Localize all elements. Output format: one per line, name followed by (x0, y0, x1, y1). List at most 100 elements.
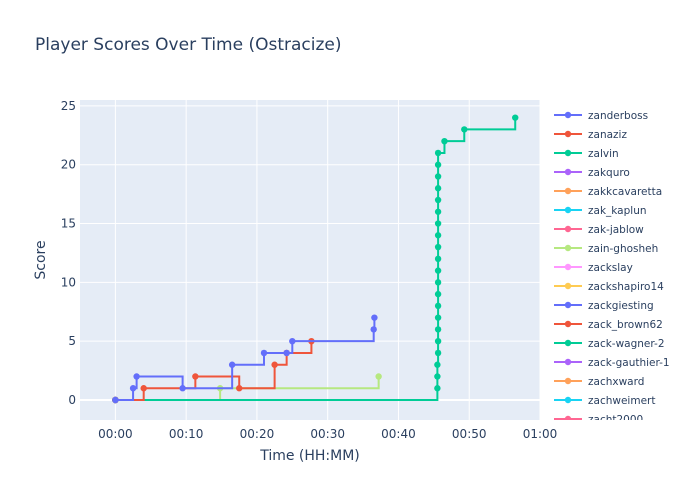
data-point (434, 337, 442, 345)
legend-label: zak-jablow (588, 224, 644, 236)
legend-marker (564, 168, 572, 176)
legend-label: zackgiesting (588, 300, 654, 312)
legend-label: zakquro (588, 167, 630, 179)
data-point (434, 196, 442, 204)
data-point (434, 185, 442, 192)
data-point (434, 373, 441, 380)
data-point (434, 326, 442, 333)
data-point (434, 267, 442, 274)
y-tick-label: 5 (68, 334, 76, 348)
legend-marker (564, 282, 572, 290)
data-point (434, 279, 442, 286)
data-point (434, 243, 442, 251)
legend-item[interactable]: zakquro (554, 167, 630, 179)
data-point (441, 137, 448, 145)
legend-marker (564, 187, 572, 195)
legend-item[interactable]: zacht2000 (554, 414, 643, 426)
y-tick-label: 20 (61, 158, 76, 172)
data-point (260, 349, 268, 357)
data-point (434, 161, 442, 168)
legend-marker (564, 339, 572, 347)
legend-label: zanderboss (588, 110, 648, 122)
data-point (434, 220, 442, 227)
legend-marker (564, 396, 572, 404)
data-point (179, 385, 186, 392)
legend-label: zalvin (588, 148, 619, 160)
legend-item[interactable]: zack_brown62 (554, 319, 663, 331)
legend-items: zanderboss zanaziz zalvin zakquro zakkcavare… (554, 110, 670, 426)
x-tick-label: 01:00 (523, 427, 558, 441)
legend-item[interactable]: zackgiesting (554, 300, 654, 312)
legend-item[interactable]: zack-wagner-2 (554, 338, 665, 350)
y-tick-label: 15 (61, 217, 76, 231)
legend-item[interactable]: zackshapiro14 (554, 281, 664, 293)
data-point (370, 326, 377, 333)
legend-label: zacht2000 (588, 414, 643, 426)
legend-marker (564, 206, 572, 214)
legend-marker (564, 130, 572, 138)
legend-label: zack-wagner-2 (588, 338, 665, 350)
x-tick-label: 00:10 (169, 427, 204, 441)
series-zanderboss (112, 314, 378, 404)
legend-label: zackshapiro14 (588, 281, 664, 293)
y-axis-label: Score (33, 240, 49, 279)
data-point (434, 361, 441, 368)
data-point (140, 385, 147, 392)
legend-label: zanaziz (588, 129, 627, 141)
x-tick-label: 00:50 (452, 427, 487, 441)
data-point (112, 396, 119, 404)
legend-item[interactable]: zak_kaplun (554, 205, 647, 217)
data-point (271, 361, 278, 368)
series-layer (112, 114, 519, 404)
legend-item[interactable]: zanaziz (554, 129, 627, 141)
data-point (434, 349, 442, 357)
x-tick-label: 00:40 (381, 427, 416, 441)
data-point (236, 385, 243, 392)
legend-label: zackslay (588, 262, 633, 274)
legend-item[interactable]: zachweimert (554, 395, 655, 407)
x-axis-ticks: 00:00 00:10 00:20 00:30 00:40 00:50 01:00 (98, 427, 557, 441)
data-point (434, 385, 441, 392)
legend-item[interactable]: zackslay (554, 262, 633, 274)
data-point (512, 114, 519, 121)
legend-item[interactable]: zack-gauthier-1 (554, 357, 670, 369)
data-point (434, 232, 442, 239)
legend-marker (564, 225, 572, 233)
legend-label: zain-ghosheh (588, 243, 658, 255)
legend-marker (564, 415, 572, 420)
y-tick-label: 25 (61, 99, 76, 113)
legend-item[interactable]: zakkcavaretta (554, 186, 662, 198)
data-point (371, 314, 378, 321)
legend-item[interactable]: zak-jablow (554, 224, 644, 236)
legend-label: zachweimert (588, 395, 655, 407)
legend-item[interactable]: zanderboss (554, 110, 648, 122)
legend-marker (564, 320, 572, 328)
legend-marker (564, 263, 572, 271)
data-point (434, 290, 442, 298)
legend-marker (564, 377, 572, 385)
y-tick-label: 0 (68, 393, 76, 407)
data-point (283, 349, 290, 357)
legend-marker (564, 149, 572, 157)
legend-label: zack-gauthier-1 (588, 357, 670, 369)
chart-title: Player Scores Over Time (Ostracize) (35, 35, 342, 55)
y-tick-label: 10 (61, 275, 76, 289)
legend-item[interactable]: zachxward (554, 376, 644, 388)
legend-label: zakkcavaretta (588, 186, 662, 198)
data-point (434, 173, 442, 180)
data-point (289, 337, 296, 345)
legend-marker (564, 301, 572, 309)
legend: zanderboss zanaziz zalvin zakquro zakkcavare… (554, 110, 670, 426)
data-point (133, 373, 140, 380)
data-point (434, 314, 442, 321)
legend-label: zachxward (588, 376, 644, 388)
data-point (228, 361, 236, 368)
data-point (434, 208, 442, 215)
legend-item[interactable]: zalvin (554, 148, 619, 160)
legend-item[interactable]: zain-ghosheh (554, 243, 658, 255)
legend-marker (564, 358, 572, 366)
data-point (129, 385, 137, 392)
data-point (434, 255, 442, 263)
